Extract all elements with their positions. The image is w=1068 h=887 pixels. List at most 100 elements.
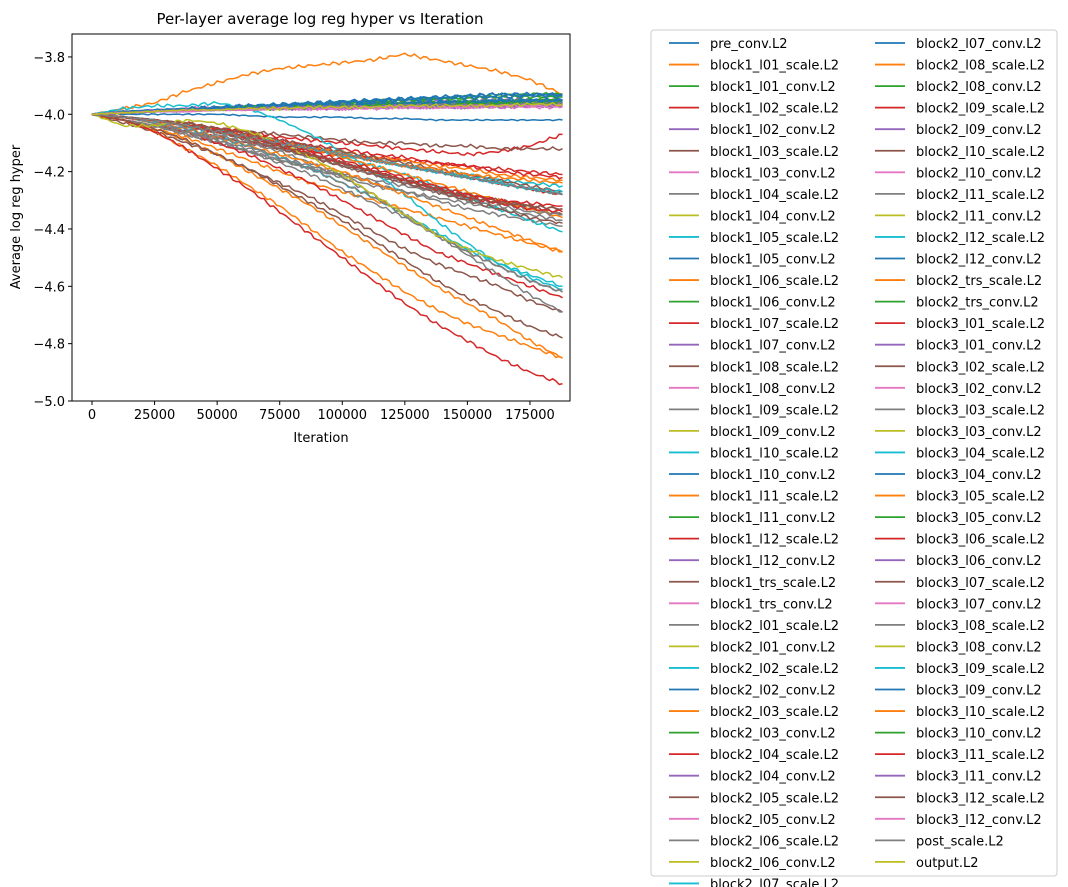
legend-label: block2_l05_scale.L2 — [710, 791, 839, 806]
y-tick-label: −4.6 — [33, 280, 65, 295]
legend-label: block1_l08_scale.L2 — [710, 360, 839, 375]
legend-label: block3_l04_scale.L2 — [916, 446, 1045, 461]
legend-label: block2_l02_conv.L2 — [710, 684, 836, 699]
x-tick-label: 125000 — [380, 408, 430, 423]
legend-label: block3_l03_scale.L2 — [916, 403, 1045, 418]
legend-label: block2_l03_conv.L2 — [710, 727, 836, 742]
legend-entry: block2_l02_conv.L2 — [669, 684, 836, 699]
legend-label: block1_l03_conv.L2 — [710, 166, 836, 181]
legend-label: block3_l08_conv.L2 — [916, 640, 1042, 655]
legend-entry: block2_l08_scale.L2 — [875, 59, 1045, 74]
y-tick-label: −4.4 — [33, 223, 65, 238]
legend-entry: block3_l05_conv.L2 — [875, 511, 1042, 526]
legend-entry: block1_l01_scale.L2 — [669, 59, 839, 74]
legend-label: block3_l07_conv.L2 — [916, 597, 1042, 612]
legend-entry: block2_l12_scale.L2 — [875, 231, 1045, 246]
legend-label: block2_l06_scale.L2 — [710, 834, 839, 849]
legend-label: block1_l06_scale.L2 — [710, 274, 839, 289]
legend-entry: block2_l01_scale.L2 — [669, 619, 839, 634]
legend-entry: block2_l07_scale.L2 — [669, 877, 839, 887]
legend-label: block2_l09_conv.L2 — [916, 123, 1042, 138]
y-tick-label: −4.8 — [33, 338, 65, 353]
legend-label: block3_l05_scale.L2 — [916, 490, 1045, 505]
legend-entry: block1_trs_scale.L2 — [669, 576, 836, 591]
legend-entry: pre_conv.L2 — [669, 37, 787, 52]
legend-label: block1_trs_conv.L2 — [710, 597, 833, 612]
legend-label: block1_l07_scale.L2 — [710, 317, 839, 332]
chart-title: Per-layer average log reg hyper vs Itera… — [156, 10, 483, 28]
legend-label: block3_l01_scale.L2 — [916, 317, 1045, 332]
legend-label: block1_l09_scale.L2 — [710, 403, 839, 418]
legend-label: block2_l11_scale.L2 — [916, 188, 1045, 203]
legend-entry: block1_l03_scale.L2 — [669, 145, 839, 160]
legend-entry: block3_l05_scale.L2 — [875, 490, 1045, 505]
legend-label: block2_trs_conv.L2 — [916, 296, 1039, 311]
legend-entry: post_scale.L2 — [875, 834, 1004, 849]
legend-entry: block2_l04_scale.L2 — [669, 748, 839, 763]
series-line-output.L2 — [91, 101, 563, 116]
x-tick-label: 150000 — [443, 408, 493, 423]
legend-entry: block2_l05_conv.L2 — [669, 813, 836, 828]
legend-entry: block2_l03_scale.L2 — [669, 705, 839, 720]
series-line-block3_l01_scale.L2 — [91, 113, 563, 386]
legend-label: block3_l05_conv.L2 — [916, 511, 1042, 526]
legend-entry: block1_l06_conv.L2 — [669, 296, 836, 311]
x-tick-label: 175000 — [505, 408, 555, 423]
legend-frame — [650, 29, 1058, 877]
legend-label: block1_l12_conv.L2 — [710, 554, 836, 569]
legend-label: block2_l07_conv.L2 — [916, 37, 1042, 52]
legend-label: block1_l10_conv.L2 — [710, 468, 836, 483]
legend-entry: block2_l11_scale.L2 — [875, 188, 1045, 203]
legend-entry: block1_l09_conv.L2 — [669, 425, 836, 440]
series-layer — [91, 52, 563, 386]
legend-entry: block2_trs_conv.L2 — [875, 296, 1039, 311]
legend-label: block3_l03_conv.L2 — [916, 425, 1042, 440]
legend-label: block2_l05_conv.L2 — [710, 813, 836, 828]
x-tick-label: 100000 — [317, 408, 367, 423]
legend-entry: block3_l09_scale.L2 — [875, 662, 1045, 677]
legend-entry: block1_l02_conv.L2 — [669, 123, 836, 138]
series-line-block2_l02_scale.L2 — [91, 100, 563, 290]
legend-entry: block1_l03_conv.L2 — [669, 166, 836, 181]
legend-label: block2_l02_scale.L2 — [710, 662, 839, 677]
legend-label: block1_l10_scale.L2 — [710, 446, 839, 461]
legend-label: block3_l04_conv.L2 — [916, 468, 1042, 483]
legend-entry: block2_l09_scale.L2 — [875, 102, 1045, 117]
legend-label: block3_l01_conv.L2 — [916, 339, 1042, 354]
x-axis-label: Iteration — [293, 431, 348, 446]
legend-label: block1_l05_scale.L2 — [710, 231, 839, 246]
legend-label: block2_l12_conv.L2 — [916, 253, 1042, 268]
legend-label: block3_l11_conv.L2 — [916, 770, 1042, 785]
legend-label: block1_l05_conv.L2 — [710, 253, 836, 268]
legend-label: block1_l11_scale.L2 — [710, 490, 839, 505]
legend-label: block2_l09_scale.L2 — [916, 102, 1045, 117]
legend-entry: block3_l07_scale.L2 — [875, 576, 1045, 591]
legend-label: pre_conv.L2 — [710, 37, 787, 52]
legend-label: block3_l12_scale.L2 — [916, 791, 1045, 806]
legend-entry: block1_l05_conv.L2 — [669, 253, 836, 268]
legend-label: block2_l01_conv.L2 — [710, 640, 836, 655]
legend-entry: block1_l08_scale.L2 — [669, 360, 839, 375]
legend-label: block2_l11_conv.L2 — [916, 209, 1042, 224]
y-tick-label: −4.2 — [33, 166, 65, 181]
legend-label: block3_l09_scale.L2 — [916, 662, 1045, 677]
legend-entry: block2_l10_scale.L2 — [875, 145, 1045, 160]
series-line-block2_l07_conv.L2 — [91, 91, 563, 116]
legend-label: block3_l09_conv.L2 — [916, 684, 1042, 699]
y-tick-label: −4.0 — [33, 108, 65, 123]
legend-entry: block2_l08_conv.L2 — [875, 80, 1042, 95]
legend-entry: block3_l07_conv.L2 — [875, 597, 1042, 612]
legend-label: output.L2 — [916, 856, 979, 871]
legend-label: block3_l06_conv.L2 — [916, 554, 1042, 569]
legend-entry: block2_l11_conv.L2 — [875, 209, 1042, 224]
y-axis: −5.0 −4.8 −4.6 −4.4 −4.2 −4.0 −3.8 — [33, 51, 72, 410]
legend-label: post_scale.L2 — [916, 834, 1004, 849]
legend-entry: block3_l10_scale.L2 — [875, 705, 1045, 720]
legend-label: block3_l08_scale.L2 — [916, 619, 1045, 634]
legend-label: block2_l08_scale.L2 — [916, 59, 1045, 74]
legend-label: block1_l08_conv.L2 — [710, 382, 836, 397]
legend-label: block2_trs_scale.L2 — [916, 274, 1042, 289]
legend-entry: block3_l10_conv.L2 — [875, 727, 1042, 742]
legend-entry: block3_l08_scale.L2 — [875, 619, 1045, 634]
legend-entry: block1_l12_conv.L2 — [669, 554, 836, 569]
